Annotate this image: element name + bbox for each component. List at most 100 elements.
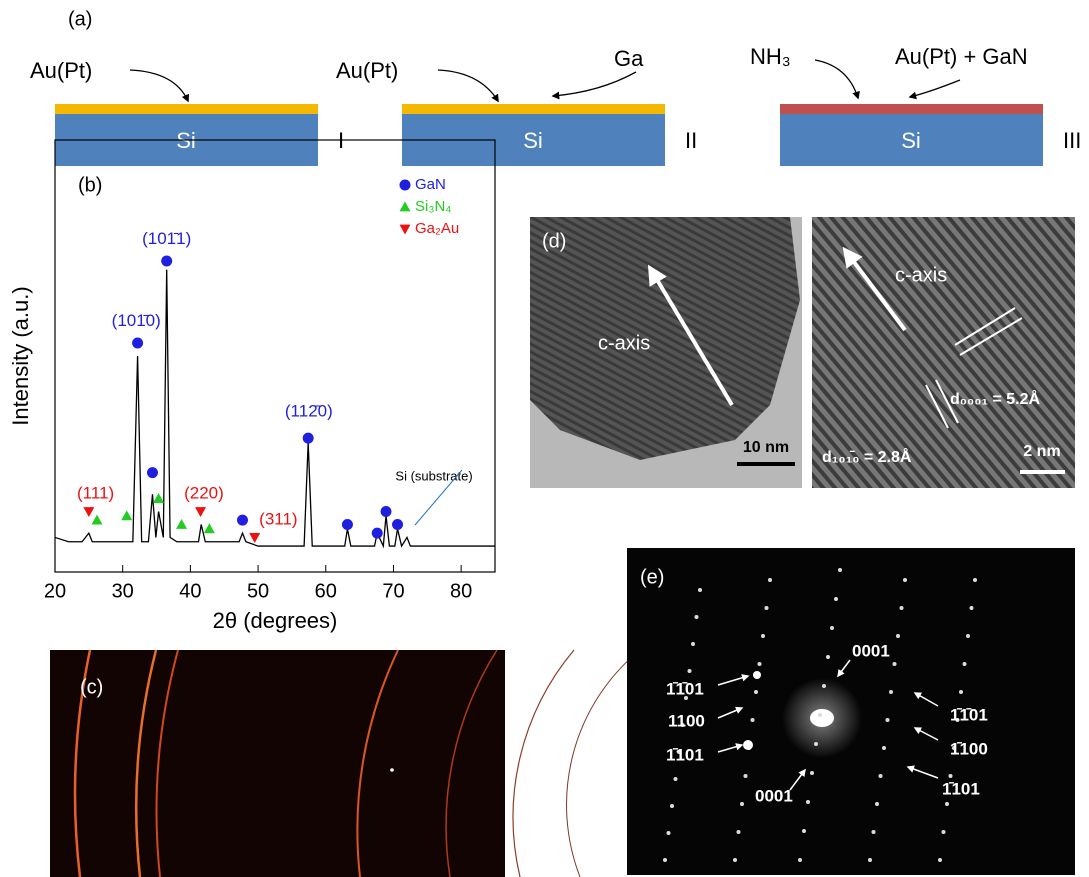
label: d₁₀₁̄₀ = 2.8Å: [822, 447, 912, 466]
label: 1̄100: [950, 739, 988, 758]
spot: [733, 858, 737, 862]
label: 1100: [668, 711, 705, 730]
film: [55, 104, 318, 114]
annotation: (101̄1): [142, 229, 191, 248]
film: [402, 104, 665, 114]
spot: [670, 804, 674, 808]
spot: [882, 746, 886, 750]
spot: [698, 588, 702, 592]
arrow: [910, 80, 960, 97]
spot: [818, 713, 822, 717]
arrow: [815, 60, 858, 98]
annotation: (111): [77, 484, 114, 503]
spot: [753, 671, 761, 679]
arrow: [553, 72, 636, 96]
marker: [372, 528, 383, 539]
label: 10 nm: [743, 439, 789, 456]
spot: [966, 634, 970, 638]
label: NH₃: [750, 44, 791, 69]
spot: [688, 669, 692, 673]
film: [780, 104, 1043, 114]
spot: [810, 771, 814, 775]
spot: [963, 662, 967, 666]
marker: [132, 338, 143, 349]
x-tick-label: 50: [247, 580, 269, 602]
marker: [176, 519, 187, 529]
x-axis-label: 2θ (degrees): [213, 608, 338, 633]
spot: [945, 802, 949, 806]
marker: [204, 523, 215, 533]
label: 0001: [852, 641, 890, 660]
label: d₀₀₀₁ = 5.2Å: [950, 389, 1041, 408]
spot: [868, 858, 872, 862]
spot: [896, 634, 900, 638]
figure: (a)SiISiIISiIIIAu(Pt)Au(Pt)GaNH₃Au(Pt) +…: [0, 0, 1089, 877]
label: 1̄1̄01: [666, 679, 704, 698]
y-axis-label: Intensity (a.u.): [8, 286, 33, 425]
panel-label: (d): [542, 230, 566, 252]
label: Au(Pt) + GaN: [895, 44, 1028, 69]
legend-marker: [400, 180, 411, 191]
label: c-axis: [895, 264, 947, 286]
scale-bar: [737, 462, 795, 466]
label: II: [685, 128, 697, 153]
arrow: [438, 70, 498, 101]
marker: [381, 506, 392, 517]
spot: [667, 831, 671, 835]
spot: [390, 768, 394, 772]
x-tick-label: 70: [382, 580, 404, 602]
label: (a): [68, 8, 92, 30]
spot: [959, 690, 963, 694]
spot: [893, 662, 897, 666]
xrd-pattern-image: [50, 650, 505, 877]
legend-label: Si₃N₄: [415, 198, 451, 215]
panel-label: (b): [78, 174, 102, 196]
spot: [875, 802, 879, 806]
spot: [798, 858, 802, 862]
label: Au(Pt): [30, 58, 92, 83]
label: Au(Pt): [336, 58, 398, 83]
label: 2 nm: [1023, 443, 1060, 460]
spot: [889, 690, 893, 694]
spot: [761, 634, 765, 638]
spot: [838, 568, 842, 572]
spot: [737, 830, 741, 834]
label: Si: [901, 128, 921, 153]
spot: [872, 830, 876, 834]
marker: [195, 507, 206, 517]
marker: [83, 507, 94, 517]
central-beam: [810, 709, 834, 727]
spot: [663, 858, 667, 862]
spot: [751, 718, 755, 722]
x-tick-label: 30: [112, 580, 134, 602]
spot: [695, 615, 699, 619]
marker: [147, 467, 158, 478]
spot: [765, 606, 769, 610]
spot: [814, 742, 818, 746]
spot: [822, 684, 826, 688]
diffraction-ring: [513, 650, 574, 877]
marker: [342, 519, 353, 530]
spot: [879, 774, 883, 778]
spot: [949, 774, 953, 778]
panel-label: (c): [80, 676, 103, 698]
panel-label: (e): [640, 566, 664, 588]
label: c-axis: [598, 332, 650, 354]
marker: [121, 510, 132, 520]
marker: [392, 519, 403, 530]
spot: [834, 597, 838, 601]
spot: [970, 606, 974, 610]
spot: [802, 829, 806, 833]
label: III: [1063, 128, 1081, 153]
spot: [886, 718, 890, 722]
label: 1̄101: [942, 779, 980, 798]
spot: [830, 626, 834, 630]
marker: [303, 433, 314, 444]
spot: [754, 690, 758, 694]
marker: [249, 533, 260, 543]
legend-marker: [400, 202, 411, 212]
x-tick-label: 40: [179, 580, 201, 602]
marker: [91, 515, 102, 525]
annotation: (112̄0): [285, 402, 333, 421]
spot: [942, 830, 946, 834]
